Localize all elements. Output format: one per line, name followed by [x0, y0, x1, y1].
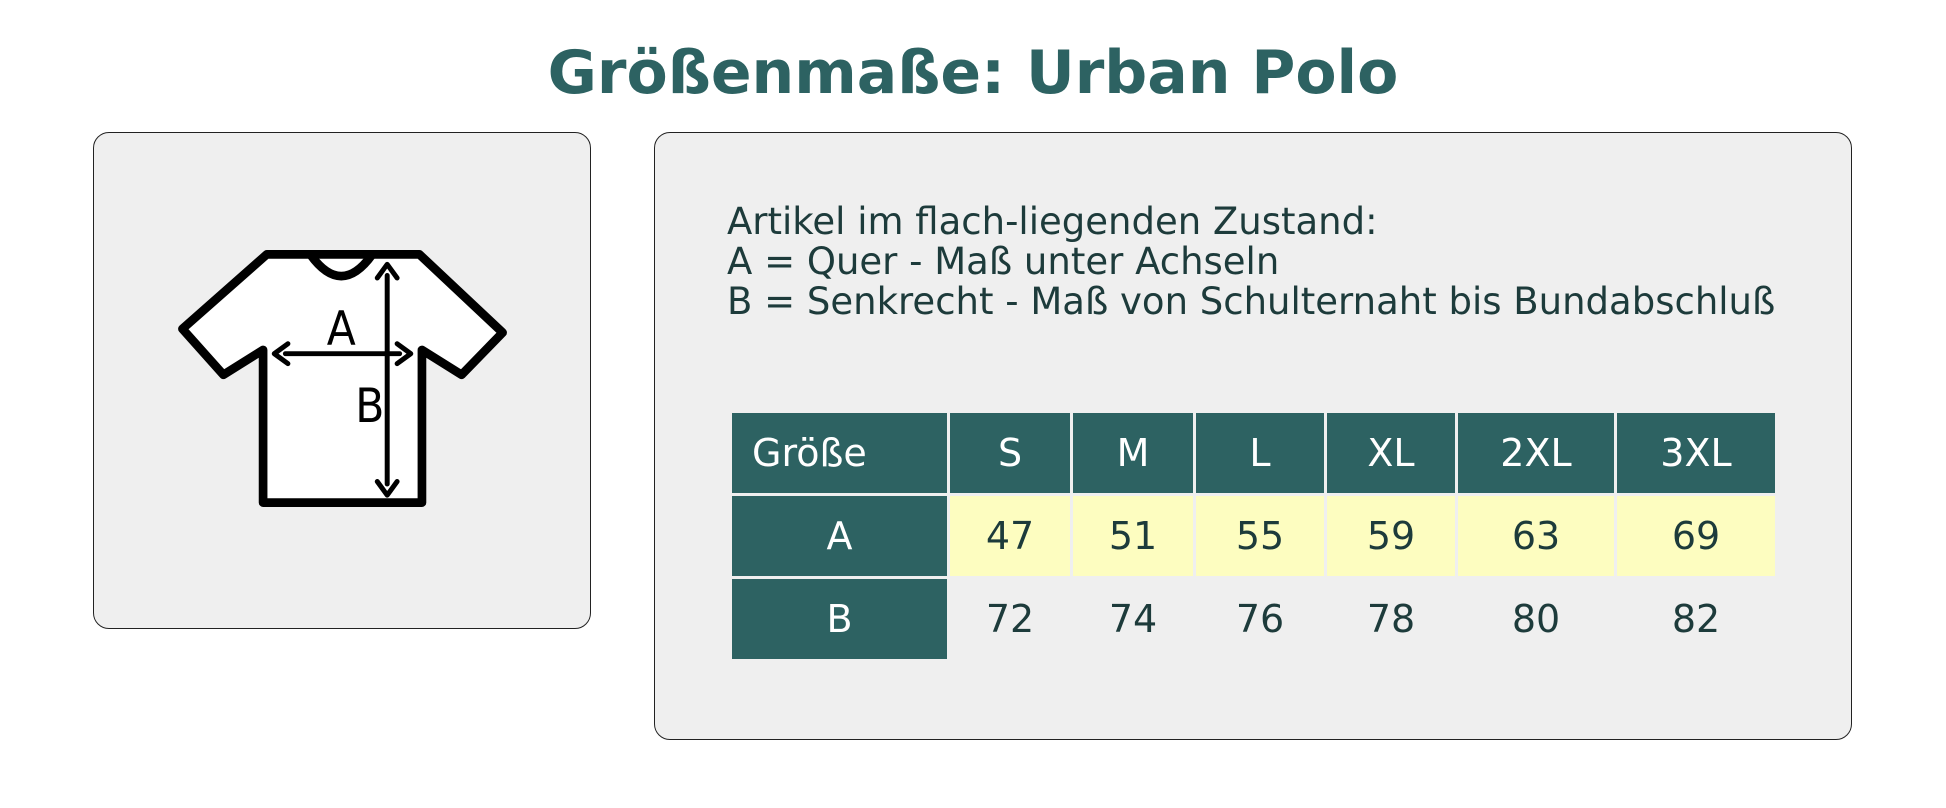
value-cell: 80: [1511, 597, 1561, 641]
description-line: B = Senkrecht - Maß von Schulternaht bis…: [727, 280, 1776, 323]
description-line: Artikel im flach-liegenden Zustand:: [727, 200, 1378, 243]
neckline: [305, 250, 377, 281]
row-header: B: [732, 579, 947, 659]
arrow-heads-a: [271, 341, 414, 367]
value-cell: 69: [1617, 496, 1775, 576]
header-cell: L: [1196, 413, 1324, 493]
value-cell: 76: [1235, 597, 1285, 641]
header-cell: XL: [1327, 413, 1455, 493]
description: Artikel im flach-liegenden Zustand: A = …: [727, 202, 1775, 322]
arrow-heads-b: [374, 261, 400, 498]
value-cell: 59: [1327, 496, 1455, 576]
value-cell: 74: [1108, 597, 1158, 641]
size-table: Größe S M L XL 2XL 3XL A 47 51 55 59 63 69 B 72 74 76 78 80…: [729, 410, 1778, 662]
header-row: Größe S M L XL 2XL 3XL: [732, 413, 1775, 493]
label-a: A: [327, 302, 356, 357]
data-row: A 47 51 55 59 63 69: [732, 496, 1775, 576]
label-b: B: [355, 379, 384, 434]
value-cell: 72: [985, 597, 1035, 641]
header-cell: M: [1073, 413, 1193, 493]
row-header: A: [732, 496, 947, 576]
description-line: A = Quer - Maß unter Achseln: [727, 240, 1280, 283]
value-cell: 63: [1458, 496, 1614, 576]
data-row: B 72 74 76 78 80 82: [732, 579, 1775, 659]
value-cell: 51: [1073, 496, 1193, 576]
value-cell: 55: [1196, 496, 1324, 576]
title: Größenmaße: Urban Polo: [547, 38, 1399, 108]
header-cell: Größe: [732, 413, 947, 493]
header-cell: 3XL: [1617, 413, 1775, 493]
value-cell: 47: [950, 496, 1070, 576]
value-cell: 78: [1366, 597, 1416, 641]
header-cell: S: [950, 413, 1070, 493]
value-cell: 82: [1671, 597, 1721, 641]
header-cell: 2XL: [1458, 413, 1614, 493]
shirt-outline: [178, 250, 507, 507]
